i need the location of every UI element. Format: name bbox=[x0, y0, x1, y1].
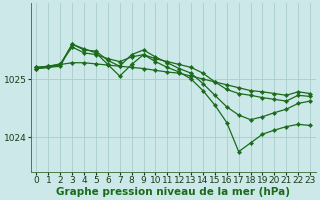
X-axis label: Graphe pression niveau de la mer (hPa): Graphe pression niveau de la mer (hPa) bbox=[56, 187, 290, 197]
